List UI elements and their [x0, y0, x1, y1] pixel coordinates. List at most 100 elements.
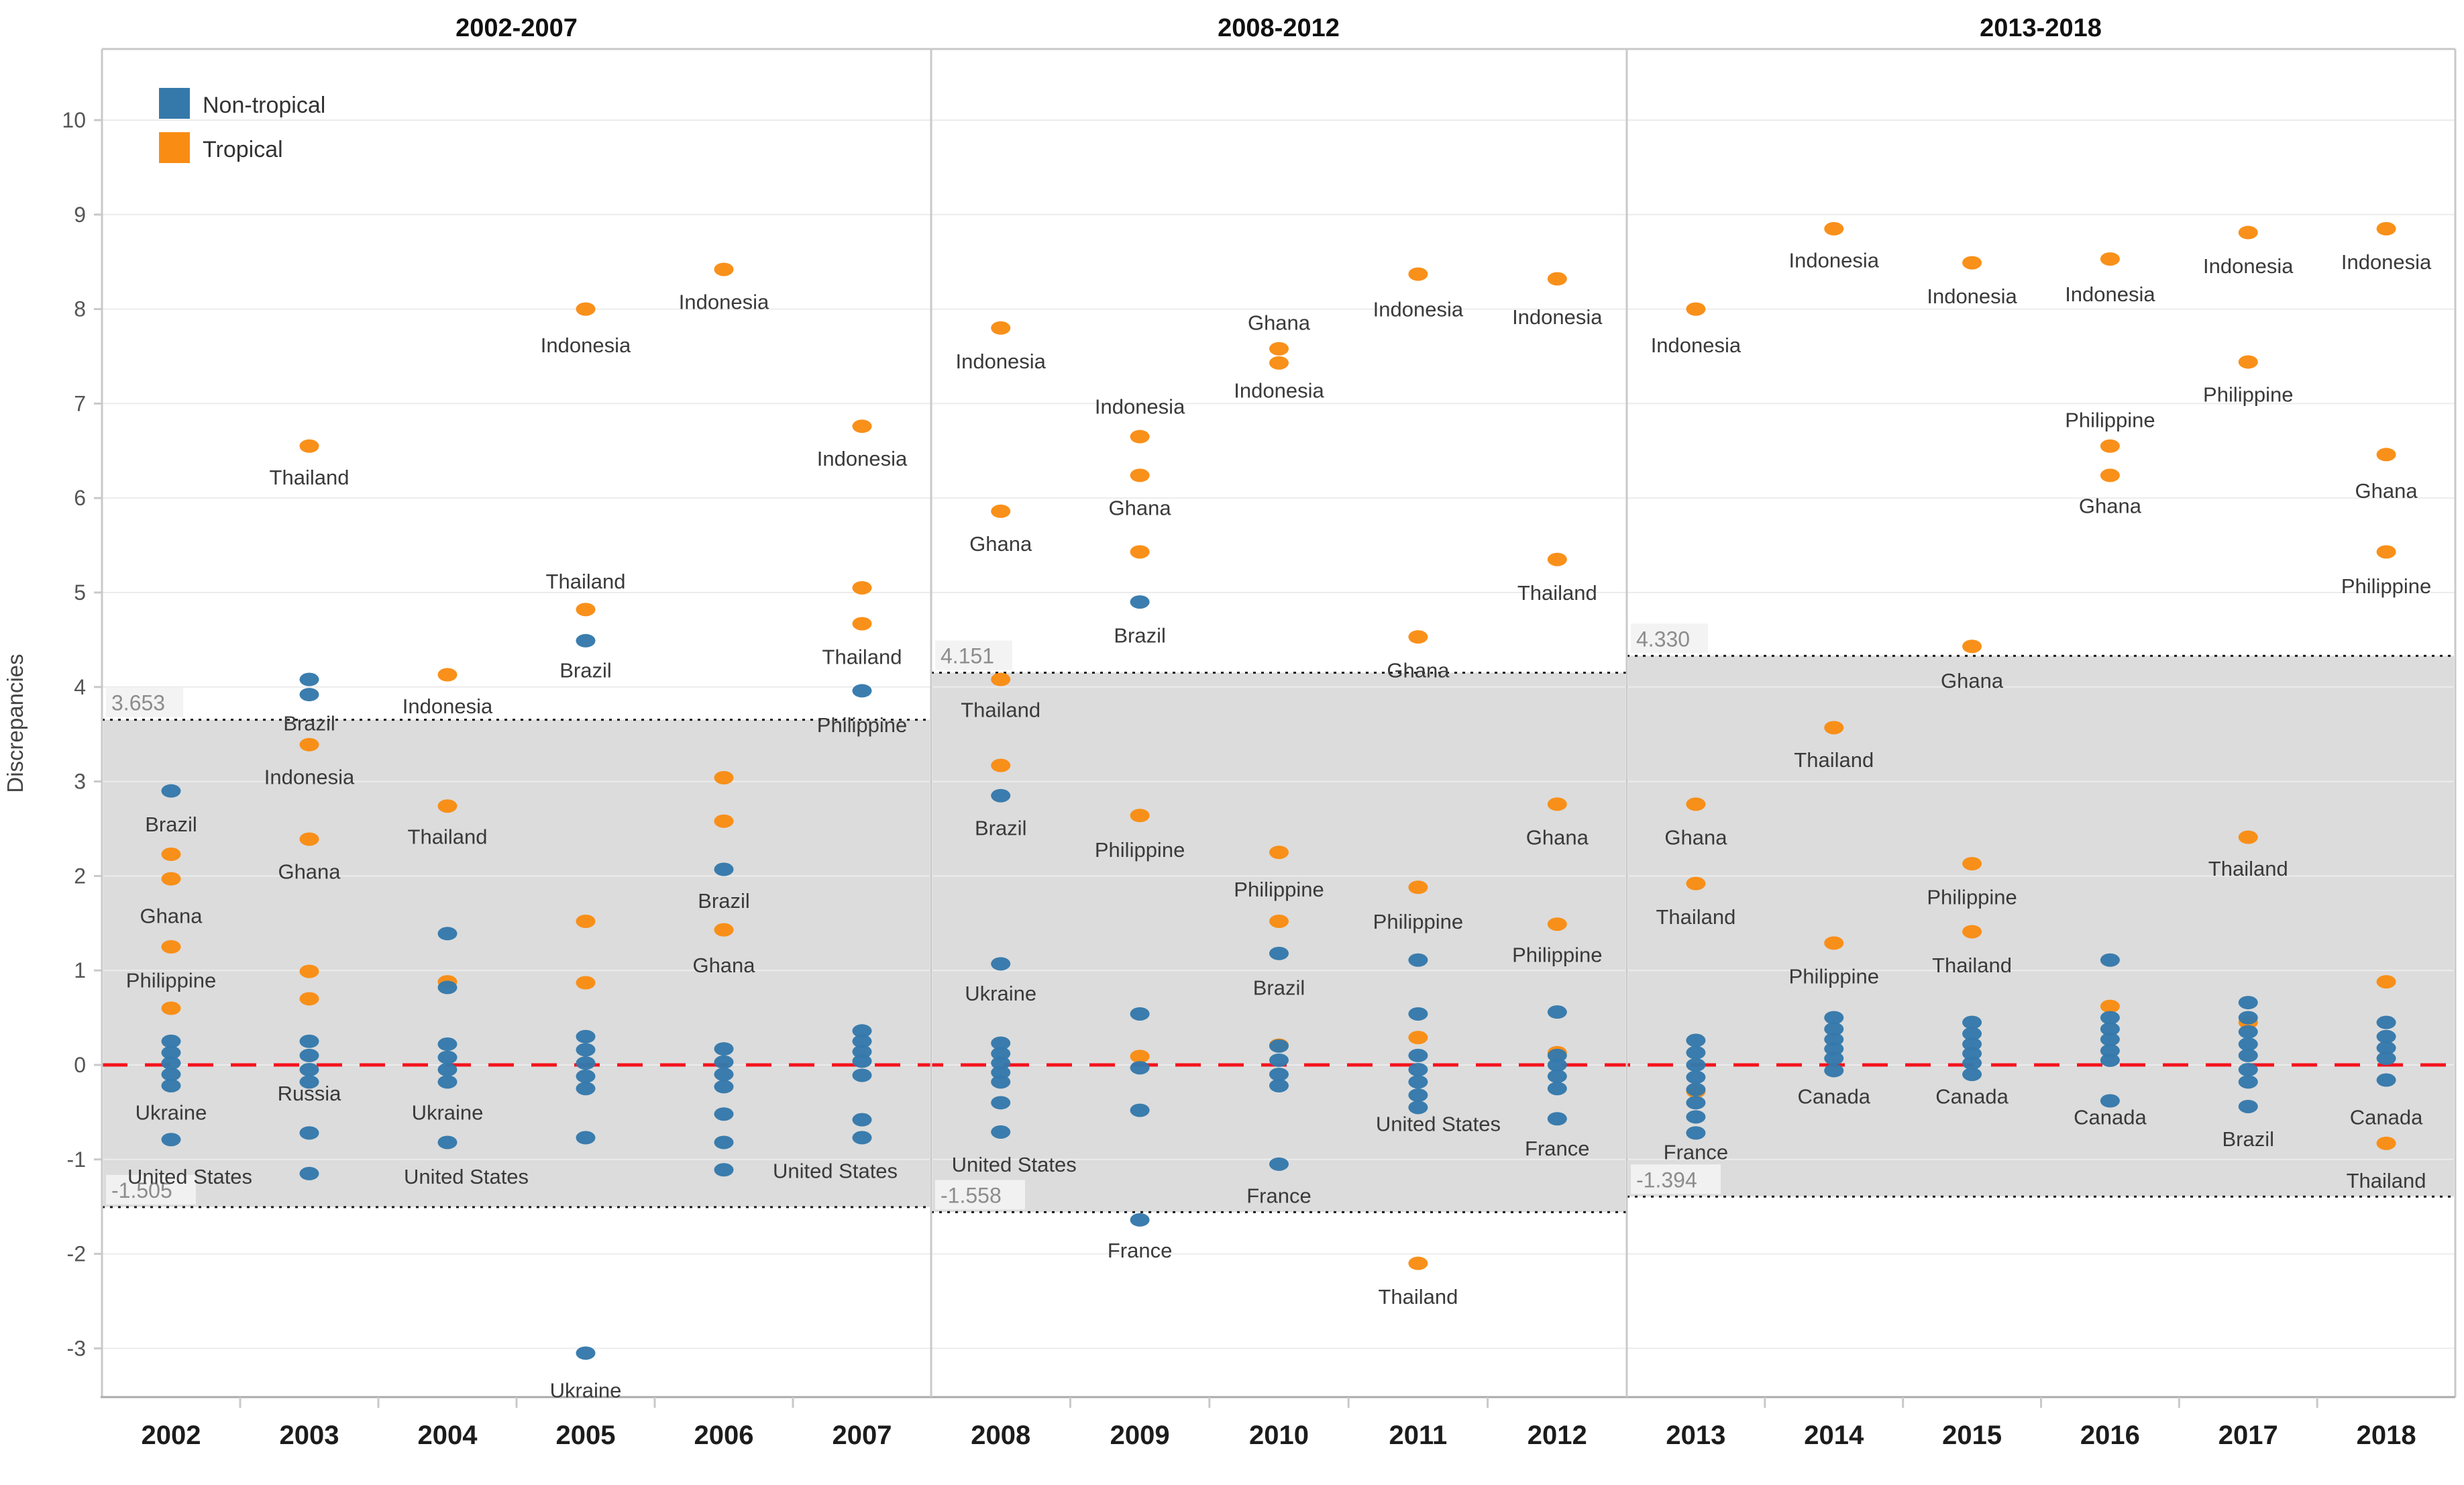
- data-point-tropical[interactable]: [2376, 545, 2396, 559]
- data-point-non-tropical[interactable]: [991, 1075, 1011, 1089]
- data-point-non-tropical[interactable]: [1824, 1064, 1844, 1078]
- data-point-non-tropical[interactable]: [1824, 1042, 1844, 1056]
- data-point-non-tropical[interactable]: [852, 1054, 872, 1068]
- data-point-non-tropical[interactable]: [161, 1056, 181, 1070]
- data-point-non-tropical[interactable]: [1269, 1053, 1289, 1067]
- data-point-non-tropical[interactable]: [1962, 1068, 1982, 1082]
- data-point-non-tropical[interactable]: [299, 688, 319, 702]
- data-point-tropical[interactable]: [161, 872, 181, 886]
- data-point-non-tropical[interactable]: [714, 1068, 734, 1082]
- data-point-non-tropical[interactable]: [2238, 1025, 2258, 1039]
- data-point-tropical[interactable]: [576, 603, 596, 617]
- data-point-non-tropical[interactable]: [852, 1045, 872, 1059]
- data-point-non-tropical[interactable]: [2238, 1075, 2258, 1089]
- data-point-non-tropical[interactable]: [2100, 1011, 2120, 1025]
- data-point-tropical[interactable]: [1824, 721, 1844, 735]
- data-point-non-tropical[interactable]: [1962, 1047, 1982, 1061]
- data-point-non-tropical[interactable]: [1686, 1082, 1706, 1096]
- data-point-tropical[interactable]: [1408, 630, 1428, 644]
- data-point-non-tropical[interactable]: [576, 1043, 596, 1057]
- data-point-tropical[interactable]: [161, 940, 181, 954]
- data-point-non-tropical[interactable]: [161, 784, 181, 798]
- data-point-tropical[interactable]: [1547, 917, 1567, 931]
- data-point-non-tropical[interactable]: [299, 1034, 319, 1048]
- data-point-non-tropical[interactable]: [1686, 1126, 1706, 1140]
- legend-item-tropical[interactable]: Tropical: [159, 132, 283, 163]
- data-point-non-tropical[interactable]: [991, 1066, 1011, 1080]
- data-point-non-tropical[interactable]: [991, 957, 1011, 971]
- data-point-non-tropical[interactable]: [437, 1075, 458, 1089]
- data-point-non-tropical[interactable]: [161, 1034, 181, 1048]
- data-point-non-tropical[interactable]: [2238, 1011, 2258, 1025]
- data-point-tropical[interactable]: [299, 964, 319, 978]
- data-point-non-tropical[interactable]: [1962, 1027, 1982, 1041]
- data-point-non-tropical[interactable]: [1962, 1056, 1982, 1070]
- data-point-non-tropical[interactable]: [1408, 1100, 1428, 1115]
- data-point-non-tropical[interactable]: [299, 672, 319, 686]
- data-point-non-tropical[interactable]: [2238, 1099, 2258, 1113]
- data-point-non-tropical[interactable]: [1269, 1039, 1289, 1053]
- data-point-non-tropical[interactable]: [1686, 1045, 1706, 1060]
- data-point-non-tropical[interactable]: [437, 1063, 458, 1077]
- data-point-non-tropical[interactable]: [437, 927, 458, 941]
- data-point-tropical[interactable]: [1686, 797, 1706, 811]
- data-point-tropical[interactable]: [299, 992, 319, 1006]
- data-point-tropical[interactable]: [437, 799, 458, 813]
- data-point-non-tropical[interactable]: [299, 1126, 319, 1140]
- data-point-non-tropical[interactable]: [1130, 1103, 1150, 1117]
- data-point-non-tropical[interactable]: [991, 1056, 1011, 1070]
- data-point-non-tropical[interactable]: [1408, 953, 1428, 967]
- data-point-non-tropical[interactable]: [714, 862, 734, 876]
- data-point-non-tropical[interactable]: [2376, 1029, 2396, 1043]
- data-point-non-tropical[interactable]: [1130, 595, 1150, 609]
- data-point-tropical[interactable]: [1408, 880, 1428, 894]
- data-point-tropical[interactable]: [2376, 1136, 2396, 1150]
- data-point-non-tropical[interactable]: [437, 1037, 458, 1052]
- data-point-tropical[interactable]: [1130, 545, 1150, 559]
- data-point-non-tropical[interactable]: [2100, 953, 2120, 967]
- data-point-non-tropical[interactable]: [2238, 1063, 2258, 1077]
- data-point-non-tropical[interactable]: [1408, 1048, 1428, 1062]
- data-point-non-tropical[interactable]: [299, 1075, 319, 1089]
- data-point-non-tropical[interactable]: [714, 1080, 734, 1094]
- data-point-non-tropical[interactable]: [1547, 1082, 1567, 1096]
- data-point-non-tropical[interactable]: [1269, 1078, 1289, 1092]
- data-point-tropical[interactable]: [1130, 429, 1150, 444]
- data-point-tropical[interactable]: [991, 321, 1011, 335]
- data-point-non-tropical[interactable]: [1130, 1061, 1150, 1075]
- data-point-non-tropical[interactable]: [1824, 1022, 1844, 1036]
- data-point-tropical[interactable]: [1130, 809, 1150, 823]
- data-point-tropical[interactable]: [1547, 797, 1567, 811]
- data-point-tropical[interactable]: [2100, 999, 2120, 1013]
- data-point-tropical[interactable]: [1547, 552, 1567, 566]
- data-point-non-tropical[interactable]: [299, 1166, 319, 1180]
- legend-item-non-tropical[interactable]: Non-tropical: [159, 88, 325, 119]
- data-point-non-tropical[interactable]: [714, 1163, 734, 1177]
- data-point-non-tropical[interactable]: [852, 684, 872, 698]
- data-point-tropical[interactable]: [299, 832, 319, 846]
- data-point-non-tropical[interactable]: [1408, 1063, 1428, 1077]
- data-point-non-tropical[interactable]: [1408, 1088, 1428, 1103]
- data-point-tropical[interactable]: [437, 668, 458, 682]
- data-point-non-tropical[interactable]: [2376, 1052, 2396, 1066]
- data-point-tropical[interactable]: [1686, 876, 1706, 890]
- data-point-non-tropical[interactable]: [1130, 1007, 1150, 1021]
- data-point-non-tropical[interactable]: [991, 1096, 1011, 1110]
- data-point-non-tropical[interactable]: [991, 1047, 1011, 1061]
- data-point-non-tropical[interactable]: [714, 1135, 734, 1149]
- data-point-non-tropical[interactable]: [1686, 1070, 1706, 1084]
- data-point-tropical[interactable]: [1130, 468, 1150, 482]
- data-point-non-tropical[interactable]: [852, 1113, 872, 1127]
- data-point-non-tropical[interactable]: [576, 1346, 596, 1360]
- data-point-non-tropical[interactable]: [1547, 1112, 1567, 1126]
- data-point-tropical[interactable]: [1824, 221, 1844, 236]
- data-point-tropical[interactable]: [1269, 914, 1289, 928]
- data-point-non-tropical[interactable]: [1686, 1110, 1706, 1124]
- data-point-tropical[interactable]: [1408, 267, 1428, 281]
- data-point-tropical[interactable]: [2376, 448, 2396, 462]
- data-point-non-tropical[interactable]: [991, 788, 1011, 803]
- data-point-non-tropical[interactable]: [576, 1069, 596, 1083]
- data-point-non-tropical[interactable]: [991, 1125, 1011, 1139]
- data-point-tropical[interactable]: [1408, 1256, 1428, 1270]
- data-point-non-tropical[interactable]: [852, 1068, 872, 1082]
